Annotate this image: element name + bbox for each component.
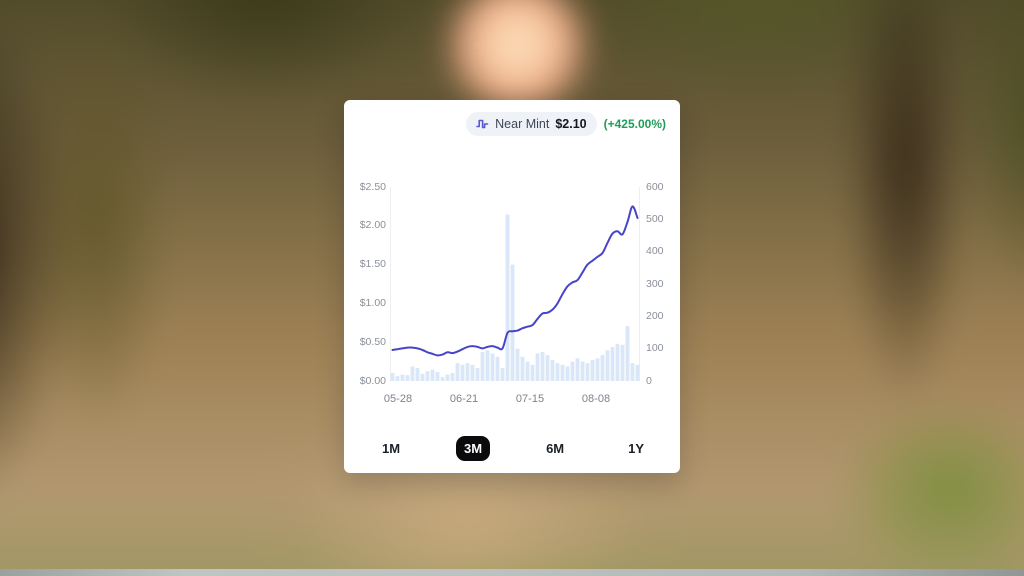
condition-label: Near Mint [495,117,550,131]
price-axis-labels: $2.50 $2.00 $1.50 $1.00 $0.50 $0.00 [350,181,386,387]
range-button-6m[interactable]: 6M [538,436,572,461]
volume-tick: 400 [646,245,664,258]
range-button-1y[interactable]: 1Y [620,436,652,461]
volume-tick: 100 [646,342,664,355]
price-volume-chart[interactable] [390,187,640,381]
range-button-1m[interactable]: 1M [374,436,408,461]
pulse-line-icon [476,119,489,129]
volume-tick: 300 [646,277,664,290]
volume-axis-labels: 600 500 400 300 200 100 0 [646,181,676,387]
volume-tick: 200 [646,309,664,322]
date-tick: 07-15 [515,393,545,405]
date-tick: 06-21 [449,393,479,405]
volume-tick: 500 [646,212,664,225]
time-range-selector: 1M 3M 6M 1Y [344,436,680,461]
page-bottom-edge [0,569,1024,576]
percent-change: (+425.00%) [603,117,666,131]
price-tick: $2.00 [359,219,386,232]
current-price: $2.10 [555,117,587,131]
chart-legend: Near Mint $2.10 (+425.00%) [466,112,666,136]
range-button-3m[interactable]: 3M [456,436,491,461]
price-tick: $1.50 [359,258,386,271]
volume-tick: 0 [646,374,652,387]
date-tick: 08-08 [581,393,611,405]
volume-tick: 600 [646,180,664,193]
price-tick: $0.50 [359,335,386,348]
price-history-card: Near Mint $2.10 (+425.00%) $2.50 $2.00 $1.… [344,100,680,473]
price-tick: $0.00 [359,374,386,387]
price-tick: $2.50 [359,180,386,193]
condition-price-badge: Near Mint $2.10 [466,112,597,136]
price-tick: $1.00 [359,296,386,309]
date-tick: 05-28 [383,393,413,405]
date-axis-labels: 05-28 06-21 07-15 08-08 [384,393,640,407]
